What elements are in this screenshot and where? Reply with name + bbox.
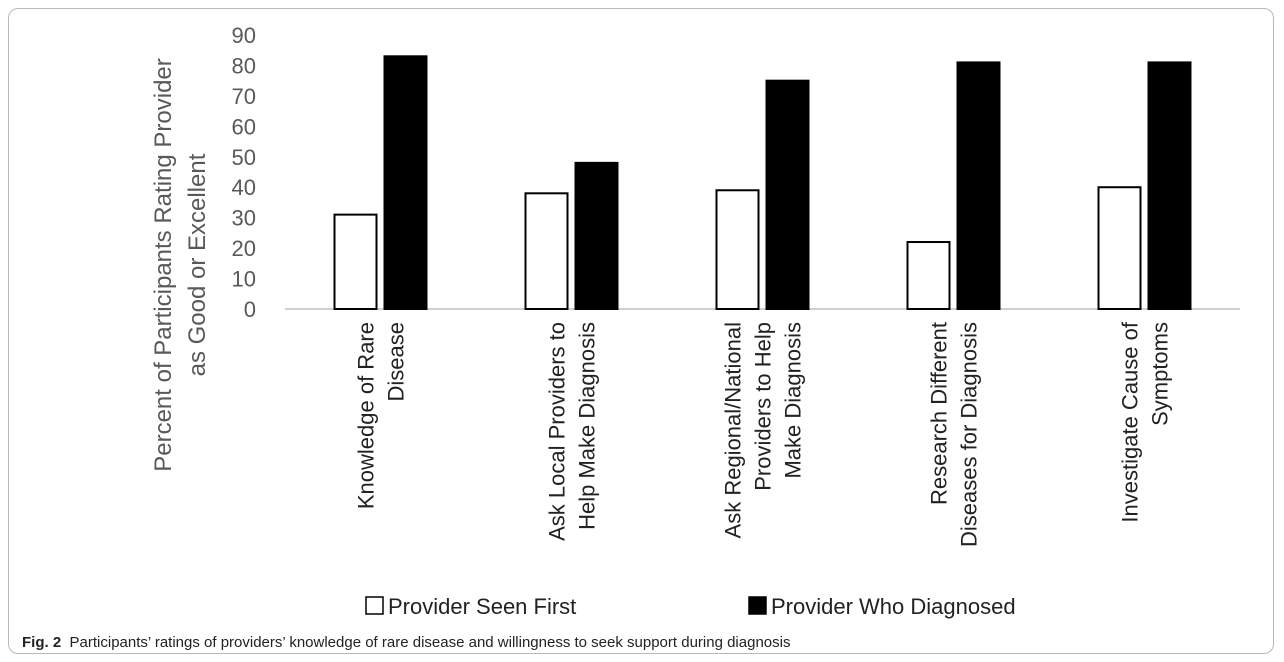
legend-label: Provider Seen First [388,594,576,619]
y-tick-label: 10 [232,267,256,292]
y-axis-ticks: 0 10 20 30 40 50 60 70 80 90 [232,23,256,322]
x-category-label-line: Knowledge of Rare [354,322,379,509]
figure-frame [8,8,1274,654]
y-axis-title-line: as Good or Excellent [184,153,211,376]
y-tick-label: 80 [232,53,256,78]
bar [1147,61,1192,311]
caption-label: Fig. 2 [22,634,62,651]
caption-text: Participants’ ratings of providers’ know… [69,634,791,651]
bar [524,192,569,310]
x-category-label-line: Help Make Diagnosis [575,322,600,530]
y-tick-label: 20 [232,236,256,261]
x-category-label-line: Diseases for Diagnosis [957,322,982,547]
y-tick-label: 30 [232,206,256,231]
y-tick-label: 60 [232,114,256,139]
bar [906,241,951,310]
y-tick-label: 0 [244,297,256,322]
x-category-label-line: Disease [384,322,409,401]
x-category-label-line: Investigate Cause of [1118,321,1143,522]
legend-label: Provider Who Diagnosed [771,594,1016,619]
y-axis-title-line: Percent of Participants Rating Provider [150,58,177,472]
legend-swatch [748,596,767,615]
legend-swatch [365,596,384,615]
legend: Provider Seen First Provider Who Diagnose… [365,594,1016,619]
bars [333,55,1192,311]
x-axis-labels: Knowledge of Rare Disease Ask Local Provid… [354,321,1173,547]
y-tick-label: 90 [232,23,256,48]
x-category-label-line: Providers to Help [751,322,776,491]
figure-caption: Fig. 2 Participants’ ratings of provider… [22,634,790,651]
y-tick-label: 70 [232,84,256,109]
bar [765,79,810,310]
x-category-label-line: Symptoms [1148,322,1173,426]
bar [574,161,619,310]
bar [1097,186,1142,311]
x-category-label-line: Research Different [927,322,952,505]
bar [715,189,760,310]
x-category-label-line: Ask Local Providers to [545,322,570,541]
bar [956,61,1001,311]
x-category-label-line: Make Diagnosis [781,322,806,479]
bar [333,213,378,310]
bar [383,55,428,310]
y-tick-label: 50 [232,145,256,170]
x-category-label-line: Ask Regional/National [721,322,746,538]
y-tick-label: 40 [232,175,256,200]
y-axis-label: Percent of Participants Rating Provider a… [150,58,211,472]
